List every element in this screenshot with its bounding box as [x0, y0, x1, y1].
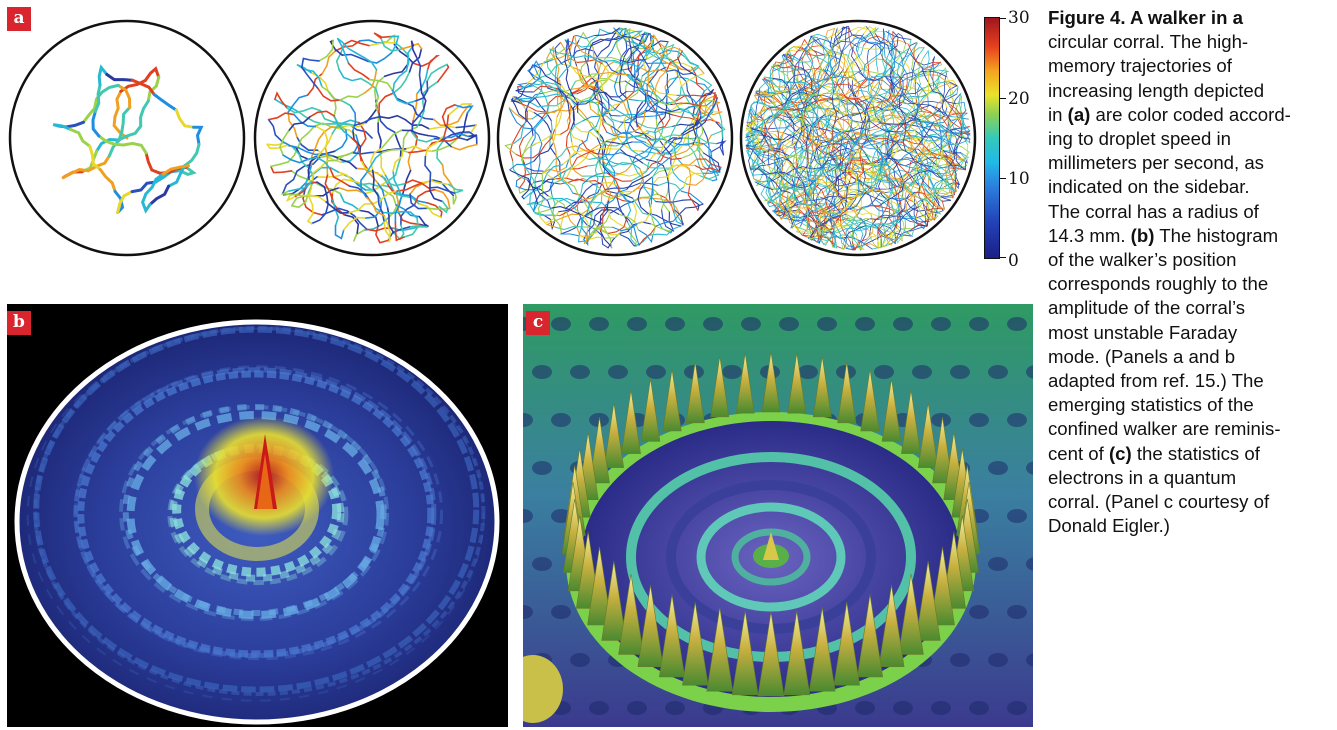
caption-line: cent of (c) the statistics of — [1048, 442, 1260, 464]
panel-b-histogram — [7, 304, 508, 727]
panel-c-quantum-corral — [523, 304, 1033, 727]
colorbar-tick-0 — [1000, 257, 1006, 258]
caption-line: confined walker are reminis- — [1048, 418, 1281, 440]
colorbar-label-0: 0 — [1008, 251, 1019, 271]
panel-label-b: b — [7, 311, 31, 335]
corral-boundary — [253, 19, 491, 257]
caption-line: corresponds roughly to the — [1048, 273, 1269, 295]
panel-label-a: a — [7, 7, 31, 31]
caption-line: in (a) are color coded accord- — [1048, 103, 1291, 125]
caption-line: most unstable Faraday — [1048, 321, 1238, 343]
colorbar-tick-10 — [1000, 178, 1006, 179]
caption-line: Donald Eigler.) — [1048, 515, 1170, 537]
caption-line: indicated on the sidebar. — [1048, 176, 1250, 198]
trajectory-corral-3 — [496, 19, 734, 257]
caption-line: mode. (Panels a and b — [1048, 345, 1236, 367]
caption-line: emerging statistics of the — [1048, 394, 1254, 416]
corral-boundary — [8, 19, 246, 257]
colorbar-label-20: 20 — [1008, 89, 1030, 109]
caption-title: Figure 4. A walker in a — [1048, 7, 1243, 28]
panel-label-c: c — [526, 311, 550, 335]
caption-line: electrons in a quantum — [1048, 466, 1237, 488]
caption-line: millimeters per second, as — [1048, 152, 1264, 174]
colorbar-label-10: 10 — [1008, 169, 1030, 189]
trajectory-corral-2 — [253, 19, 491, 257]
colorbar-label-30: 30 — [1008, 8, 1030, 28]
corral-boundary — [496, 19, 734, 257]
caption-line: increasing length depicted — [1048, 79, 1265, 101]
colorbar-tick-30 — [1000, 18, 1006, 19]
trajectory-corral-1 — [8, 19, 246, 257]
colorbar-tick-20 — [1000, 98, 1006, 99]
caption-line: ing to droplet speed in — [1048, 128, 1231, 150]
speed-colorbar — [984, 17, 1000, 259]
caption-body: circular corral. The high-memory traject… — [1048, 30, 1337, 538]
trajectory-corral-4 — [739, 19, 977, 257]
caption-line: The corral has a radius of — [1048, 200, 1259, 222]
caption-line: 14.3 mm. (b) The histogram — [1048, 224, 1279, 246]
caption-line: memory trajectories of — [1048, 55, 1232, 77]
caption-line: corral. (Panel c courtesy of — [1048, 491, 1270, 513]
caption-line: amplitude of the corral’s — [1048, 297, 1246, 319]
caption-line: of the walker’s position — [1048, 249, 1237, 271]
corral-boundary — [739, 19, 977, 257]
caption-line: circular corral. The high- — [1048, 31, 1249, 53]
figure-caption: Figure 4. A walker in a circular corral.… — [1048, 6, 1337, 538]
caption-line: adapted from ref. 15.) The — [1048, 370, 1264, 392]
